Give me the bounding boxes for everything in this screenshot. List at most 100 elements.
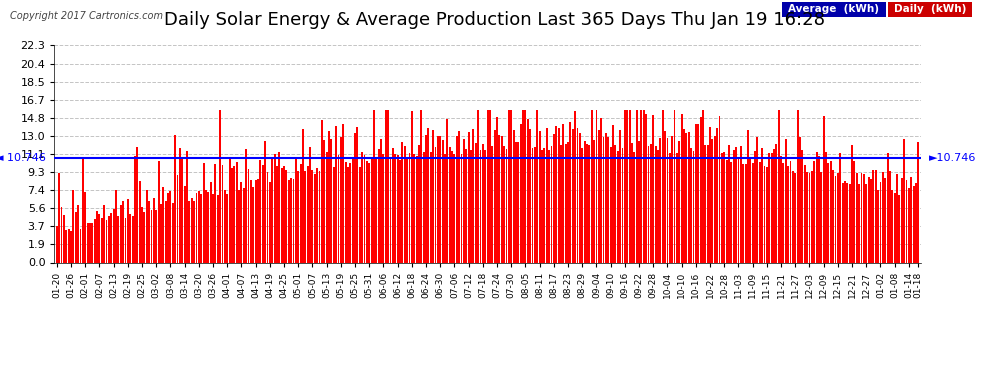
Bar <box>304 171 306 262</box>
Bar <box>736 147 737 262</box>
Bar <box>792 171 794 262</box>
Bar <box>394 154 396 262</box>
Bar <box>593 140 595 262</box>
Bar <box>309 147 311 262</box>
Bar <box>446 118 448 262</box>
Bar <box>865 184 867 262</box>
Bar <box>181 159 183 262</box>
Bar <box>489 110 491 262</box>
Bar <box>918 142 920 262</box>
Bar <box>726 160 728 262</box>
Bar <box>848 184 850 262</box>
Bar <box>60 207 62 262</box>
Bar <box>818 156 820 262</box>
Text: ◄ 10.746: ◄ 10.746 <box>0 153 46 163</box>
Bar <box>390 156 391 262</box>
Bar <box>448 147 450 262</box>
Bar <box>508 110 510 262</box>
Bar <box>761 148 763 262</box>
Bar <box>203 164 205 262</box>
Bar <box>569 122 571 262</box>
Bar <box>828 164 830 262</box>
Bar <box>269 182 271 262</box>
Bar <box>110 213 112 262</box>
Bar <box>603 136 605 262</box>
Bar <box>184 186 185 262</box>
Bar <box>340 137 342 262</box>
Bar <box>532 148 534 262</box>
Bar <box>631 143 633 262</box>
Bar <box>120 205 122 262</box>
Bar <box>835 176 837 262</box>
Bar <box>127 199 129 262</box>
Bar <box>557 128 559 262</box>
Bar <box>809 173 811 262</box>
Bar <box>273 154 275 262</box>
Bar <box>562 124 564 262</box>
Bar <box>844 181 845 262</box>
Bar <box>624 110 626 262</box>
Bar <box>704 145 706 262</box>
Bar <box>742 164 744 262</box>
Bar <box>442 140 444 262</box>
Bar <box>712 139 714 262</box>
Bar <box>460 154 462 262</box>
Bar <box>634 152 636 262</box>
Bar <box>162 187 164 262</box>
Bar <box>894 193 896 262</box>
Bar <box>688 132 690 262</box>
Bar <box>482 144 484 262</box>
Bar <box>823 116 825 262</box>
Bar <box>515 142 517 262</box>
Bar <box>697 124 699 262</box>
Bar <box>534 147 536 262</box>
Bar <box>785 139 787 262</box>
Bar <box>877 190 879 262</box>
Bar <box>555 126 557 262</box>
Bar <box>155 210 157 262</box>
Bar <box>336 126 337 262</box>
Bar <box>321 120 323 262</box>
Bar <box>484 150 486 262</box>
Bar <box>382 154 384 262</box>
Bar <box>544 148 545 262</box>
Bar <box>494 130 496 262</box>
Text: Daily  (kWh): Daily (kWh) <box>894 4 966 14</box>
Bar <box>89 224 91 262</box>
Bar <box>652 115 654 262</box>
Bar <box>853 160 855 262</box>
Bar <box>846 183 848 262</box>
Bar <box>416 156 418 262</box>
Bar <box>207 192 209 262</box>
Text: Copyright 2017 Cartronics.com: Copyright 2017 Cartronics.com <box>10 11 163 21</box>
Bar <box>167 193 169 262</box>
Bar <box>572 129 574 262</box>
Bar <box>537 110 539 262</box>
Bar <box>406 159 408 262</box>
Bar <box>137 147 139 262</box>
Bar <box>627 110 629 262</box>
Bar <box>693 151 694 262</box>
Bar <box>550 146 552 262</box>
Bar <box>641 110 643 262</box>
Bar <box>664 130 666 262</box>
Bar <box>830 161 832 262</box>
Bar <box>676 153 678 262</box>
Bar <box>458 131 460 262</box>
Bar <box>513 130 515 262</box>
Bar <box>619 130 621 262</box>
Bar <box>392 148 394 262</box>
Bar <box>283 166 285 262</box>
Bar <box>134 156 136 262</box>
Bar <box>205 190 207 262</box>
Bar <box>842 183 843 262</box>
Bar <box>605 133 607 262</box>
Bar <box>67 229 69 262</box>
Bar <box>101 217 103 262</box>
Bar <box>477 110 479 262</box>
Bar <box>224 190 226 262</box>
Bar <box>659 138 661 262</box>
Bar <box>787 166 789 262</box>
Bar <box>264 141 266 262</box>
Bar <box>716 128 718 262</box>
